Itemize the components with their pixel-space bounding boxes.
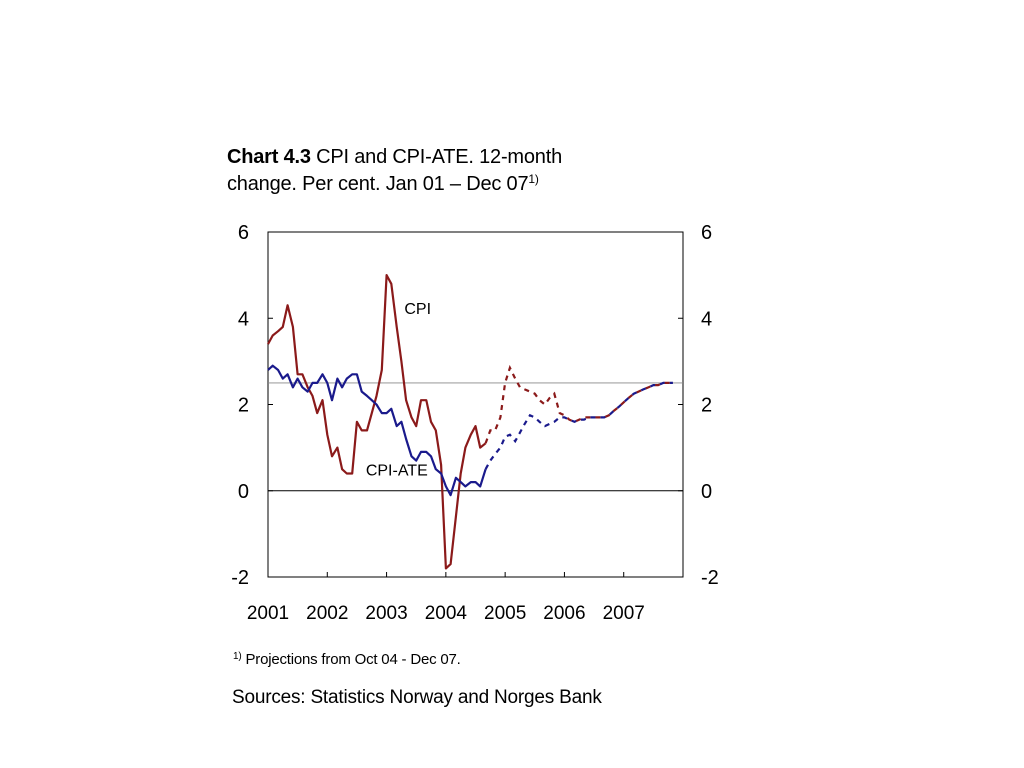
footnote-marker: 1) [233,651,242,662]
y-tick-label-left: 2 [238,395,249,417]
y-tick-label-left: 6 [238,222,249,244]
x-tick-label: 2005 [484,603,526,624]
chart-title: Chart 4.3 CPI and CPI-ATE. 12-month chan… [227,144,647,198]
y-tick-label-right: -2 [701,567,719,589]
y-tick-label-left: 4 [238,308,249,330]
x-tick-label: 2006 [543,603,585,624]
y-tick-label-right: 4 [701,308,712,330]
title-line-1: CPI and CPI-ATE. 12-month [310,146,562,168]
series-label-cpi: CPI [404,301,431,318]
y-tick-label-left: 0 [238,481,249,503]
footnote-text: Projections from Oct 04 - Dec 07. [241,651,461,668]
series-line-cpi-ate [267,364,487,497]
series-label-cpi-ate: CPI-ATE [366,463,428,480]
y-tick-label-right: 2 [701,395,712,417]
series-line-cpi [267,274,487,570]
footnote: 1) Projections from Oct 04 - Dec 07. [233,651,461,668]
y-tick-label-left: -2 [231,567,249,589]
chart-number: Chart 4.3 [227,146,311,168]
x-tick-label: 2003 [365,603,407,624]
title-note-marker: 1) [528,172,539,186]
title-line-2: change. Per cent. Jan 01 – Dec 07 [227,173,529,195]
x-tick-label: 2002 [306,603,348,624]
x-tick-label: 2007 [603,603,645,624]
x-tick-label: 2001 [247,603,289,624]
series-projection-cpi [484,364,673,444]
x-tick-label: 2004 [425,603,468,624]
sources-note: Sources: Statistics Norway and Norges Ba… [232,687,602,708]
y-tick-label-right: 0 [701,481,712,503]
y-tick-label-right: 6 [701,222,712,244]
series-projection-cpi-ate [484,381,673,470]
